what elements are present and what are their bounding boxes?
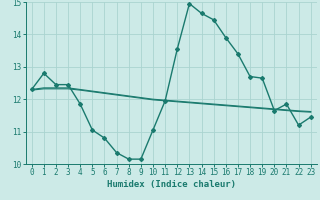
X-axis label: Humidex (Indice chaleur): Humidex (Indice chaleur) — [107, 180, 236, 189]
